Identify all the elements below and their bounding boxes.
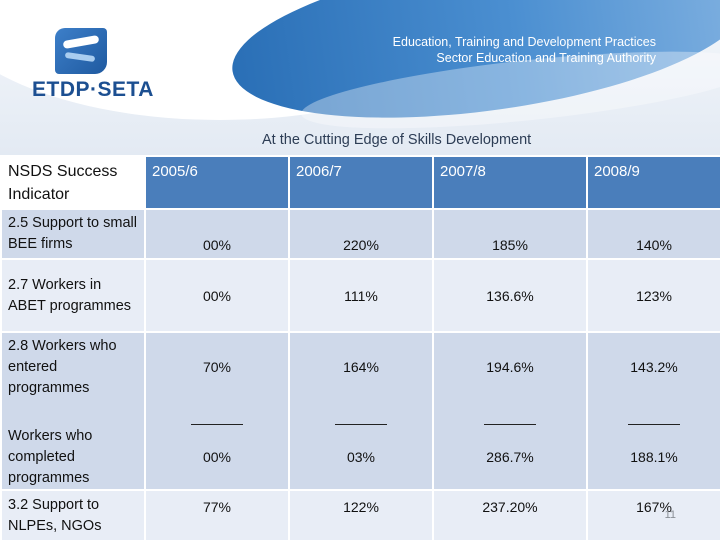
column-header-year: 2008/9: [586, 155, 720, 210]
table-row: 2.8 Workers who entered programmes Worke…: [0, 331, 720, 491]
table-cell: 00%: [202, 449, 232, 465]
organisation-line-2: Sector Education and Training Authority: [436, 51, 656, 65]
divider-line: [594, 401, 714, 425]
table-cell: 136.6%: [432, 258, 588, 333]
table-cell-pair: 164% 03%: [288, 331, 434, 491]
table-row: 2.7 Workers in ABET programmes 00% 111% …: [0, 258, 720, 333]
table-cell: 188.1%: [630, 449, 678, 465]
table-cell-pair: 70% 00%: [144, 331, 290, 491]
logo-text: ETDP·SETA: [32, 78, 154, 101]
column-header-year: 2006/7: [288, 155, 434, 210]
table-cell: 164%: [343, 359, 379, 375]
row-label-pair: 2.8 Workers who entered programmes Worke…: [0, 331, 146, 491]
row-label: 2.5 Support to small BEE firms: [0, 208, 146, 260]
table-cell: 70%: [202, 359, 232, 375]
divider-line: [152, 401, 282, 425]
table-cell: 143.2%: [630, 359, 678, 375]
table-cell: 123%: [586, 258, 720, 333]
table-cell-pair: 143.2% 188.1%: [586, 331, 720, 491]
table-row: 3.2 Support to NLPEs, NGOs 77% 122% 237.…: [0, 489, 720, 542]
table-cell: 167%: [586, 489, 720, 542]
table-cell: 03%: [346, 449, 376, 465]
table-cell: 122%: [288, 489, 434, 542]
logo-mark-icon: [55, 28, 107, 74]
table-cell: 111%: [288, 258, 434, 333]
table-cell: 00%: [144, 258, 290, 333]
tagline: At the Cutting Edge of Skills Developmen…: [262, 132, 532, 148]
organisation-line-1: Education, Training and Development Prac…: [392, 35, 656, 49]
table-cell: 77%: [144, 489, 290, 542]
indicator-table: NSDS Success Indicator 2005/6 2006/7 200…: [0, 155, 720, 542]
table-cell: 237.20%: [432, 489, 588, 542]
table-cell: 194.6%: [486, 359, 534, 375]
etdp-seta-logo: ETDP·SETA: [30, 22, 153, 112]
table-cell: 185%: [432, 208, 588, 260]
row-label: 2.7 Workers in ABET programmes: [0, 258, 146, 333]
divider-line: [296, 401, 426, 425]
table-row: 2.5 Support to small BEE firms 00% 220% …: [0, 208, 720, 260]
row-label: 3.2 Support to NLPEs, NGOs: [0, 489, 146, 542]
column-header-year: 2005/6: [144, 155, 290, 210]
table-header-row: NSDS Success Indicator 2005/6 2006/7 200…: [0, 155, 720, 210]
table-cell: 286.7%: [486, 449, 534, 465]
divider-line: [440, 401, 580, 425]
row-label: 2.8 Workers who entered programmes: [8, 337, 117, 396]
column-header-indicator: NSDS Success Indicator: [0, 155, 146, 210]
row-sub-label: Workers who completed programmes: [8, 427, 93, 486]
table-cell: 140%: [586, 208, 720, 260]
table-cell: 00%: [144, 208, 290, 260]
column-header-year: 2007/8: [432, 155, 588, 210]
header-banner: ETDP·SETA Education, Training and Develo…: [0, 0, 720, 155]
slide-number: 11: [664, 509, 676, 521]
table-cell-pair: 194.6% 286.7%: [432, 331, 588, 491]
table-cell: 220%: [288, 208, 434, 260]
organisation-name: Education, Training and Development Prac…: [393, 34, 656, 66]
